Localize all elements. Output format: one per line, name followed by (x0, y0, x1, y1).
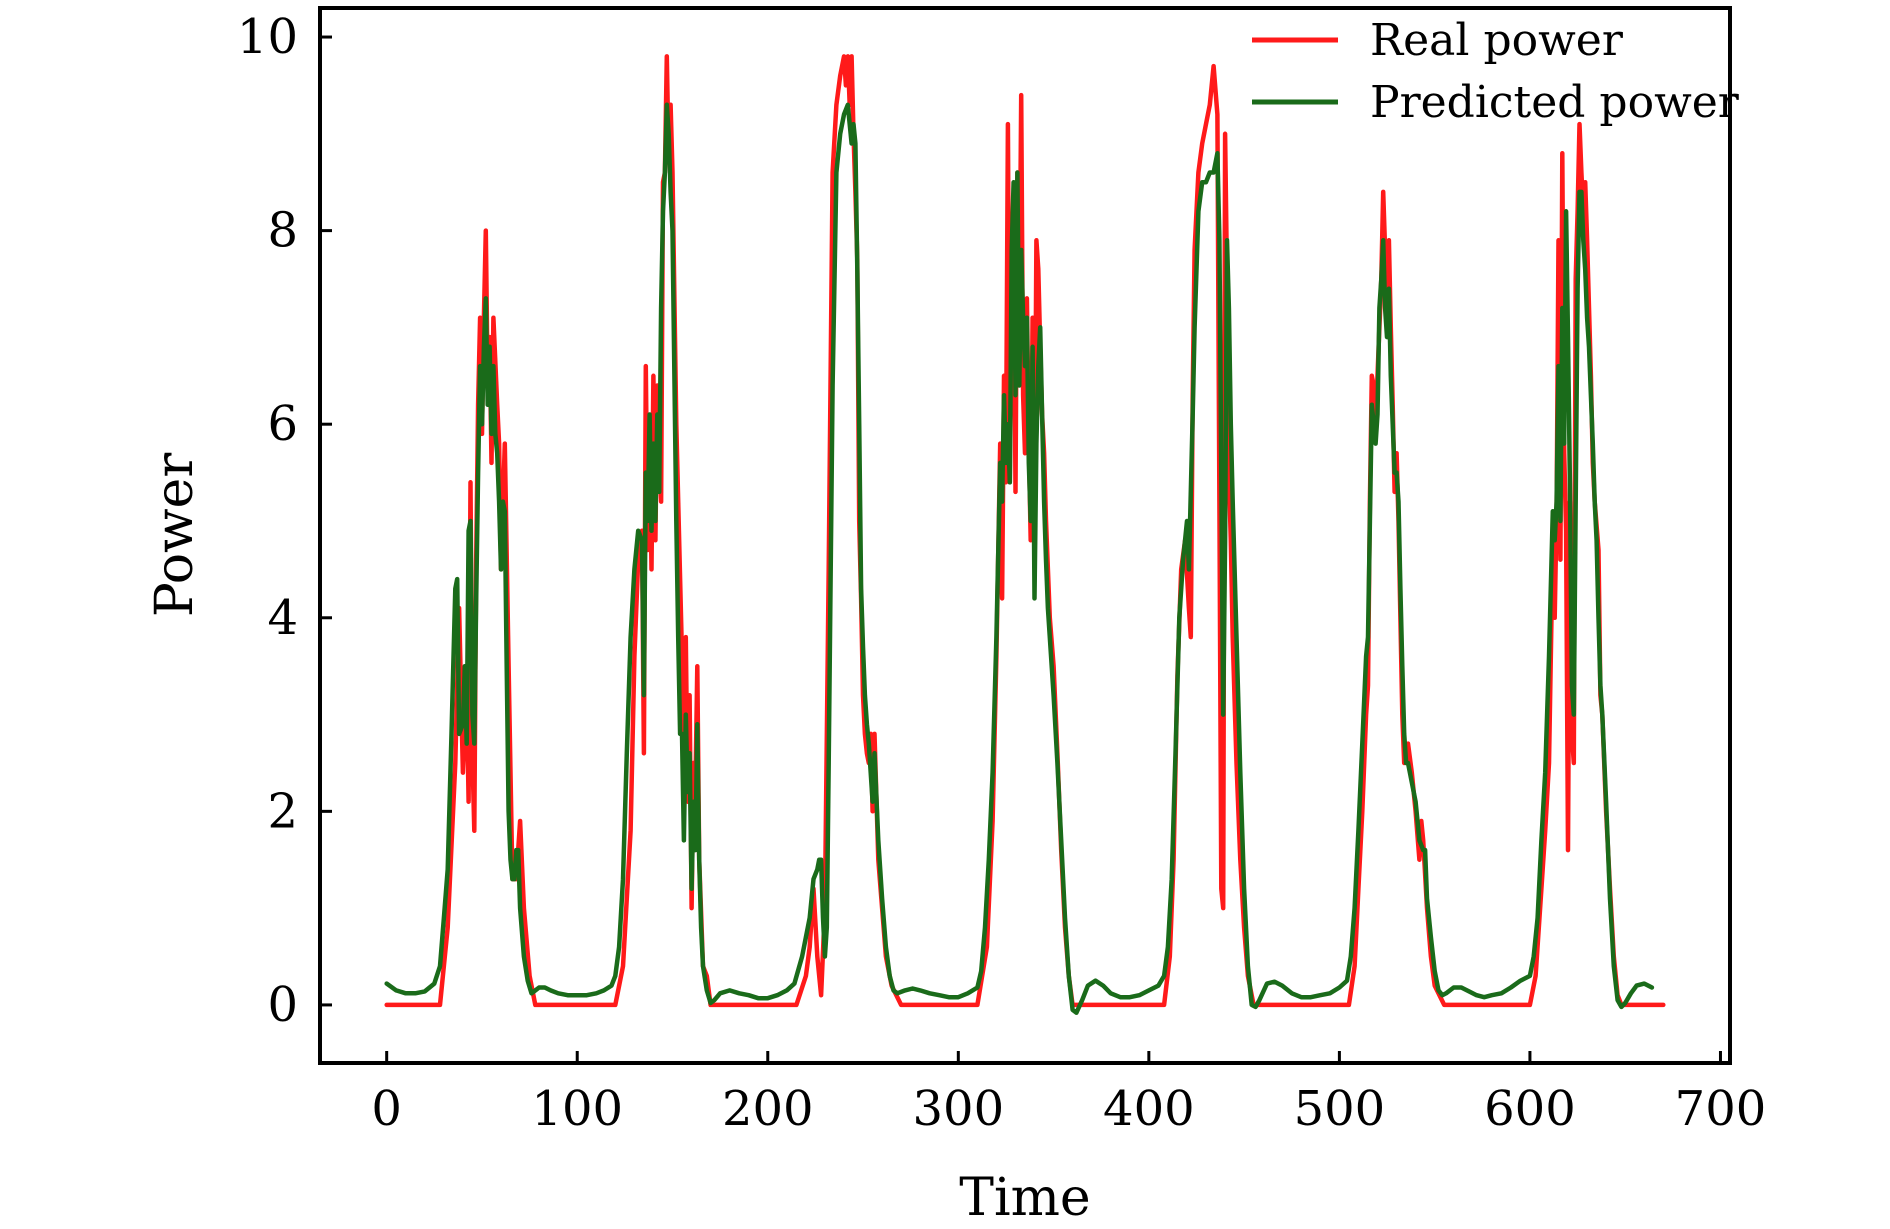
legend: Real power Predicted power (1252, 15, 1740, 128)
x-axis-label: Time (959, 1168, 1090, 1228)
legend-label-real-power: Real power (1370, 15, 1624, 66)
y-tick-label: 10 (237, 9, 298, 65)
x-tick-label: 100 (531, 1081, 623, 1137)
y-tick-label: 4 (267, 590, 298, 646)
y-tick-label: 6 (267, 396, 298, 452)
x-tick-label: 500 (1294, 1081, 1386, 1137)
y-axis-label: Power (145, 453, 205, 617)
x-tick-label: 700 (1675, 1081, 1767, 1137)
legend-label-predicted-power: Predicted power (1370, 77, 1740, 128)
y-tick-label: 2 (267, 783, 298, 839)
x-tick-label: 200 (722, 1081, 814, 1137)
series-line-real-power (384, 54, 1666, 1008)
x-tick-label: 0 (371, 1081, 402, 1137)
x-tick-label: 600 (1484, 1081, 1576, 1137)
x-tick-label: 300 (912, 1081, 1004, 1137)
ticks-layer: 0 100 200 300 400 500 600 700 0 2 4 6 8 10 (237, 9, 1766, 1137)
series-layer (384, 54, 1666, 1015)
y-tick-label: 8 (267, 203, 298, 259)
y-tick-label: 0 (267, 977, 298, 1033)
plot-frame (318, 6, 1732, 1065)
series-line-predicted-power (384, 102, 1655, 1015)
x-tick-label: 400 (1103, 1081, 1195, 1137)
